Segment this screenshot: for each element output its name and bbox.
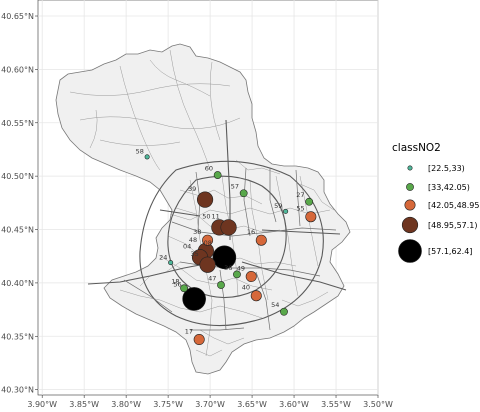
station-label-54: 54: [271, 301, 279, 309]
station-label-47: 47: [208, 274, 216, 282]
station-marker-49: [245, 270, 257, 282]
station-marker-57: [239, 189, 248, 198]
y-tick-label: 40.60°N: [1, 65, 34, 74]
station-label-55: 55: [296, 205, 304, 213]
station-marker-38: [202, 234, 214, 246]
station-marker-27: [305, 197, 314, 206]
station-marker-47: [217, 281, 225, 289]
station-marker-39: [196, 191, 214, 208]
station-label-56: 56: [173, 280, 181, 288]
station-label-50: 50: [202, 213, 210, 221]
station-label-16: 16: [247, 228, 255, 236]
station-label-60: 60: [205, 164, 213, 172]
legend-label-2: [33,42.05): [428, 183, 470, 192]
y-tick-label: 40.45°N: [1, 226, 34, 235]
station-label-59: 59: [274, 202, 282, 210]
x-tick-label: 3.85°W: [69, 400, 99, 409]
madrid-region: [55, 43, 351, 375]
x-tick-label: 3.55°W: [321, 400, 351, 409]
station-marker-40: [250, 290, 262, 302]
y-tick-label: 40.55°N: [1, 119, 34, 128]
legend-label-1: [22.5,33): [428, 164, 465, 173]
station-label-48: 48: [189, 236, 197, 244]
x-tick-label: 3.50°W: [363, 400, 393, 409]
legend-key-1: [407, 165, 413, 171]
y-tick-label: 40.30°N: [1, 386, 34, 395]
station-label-40: 40: [242, 284, 250, 292]
legend-label-5: [57.1,62.4]: [428, 247, 472, 256]
legend-key-5: [398, 239, 422, 263]
legend-label-4: [48.95,57.1): [428, 221, 478, 230]
station-label-17: 17: [185, 327, 193, 335]
station-label-39: 39: [188, 185, 196, 193]
station-marker-35: [199, 256, 216, 273]
station-label-27: 27: [296, 191, 304, 199]
station-markers: [144, 154, 317, 345]
x-tick-label: 3.65°W: [237, 400, 267, 409]
y-axis: 40.65°N 40.60°N 40.55°N 40.50°N 40.45°N 40.40…: [1, 12, 38, 395]
station-marker-59: [283, 208, 289, 214]
station-label-11: 11: [211, 213, 219, 221]
station-marker-24: [168, 260, 174, 266]
legend-key-2: [406, 183, 414, 191]
x-tick-label: 3.80°W: [111, 400, 141, 409]
station-marker-56: [182, 287, 206, 311]
station-marker-58: [144, 154, 150, 160]
x-tick-label: 3.90°W: [27, 400, 57, 409]
station-label-58: 58: [136, 148, 144, 156]
station-label-24: 24: [159, 253, 167, 261]
station-label-35: 35: [190, 250, 198, 258]
legend-title: classNO2: [392, 142, 441, 154]
station-marker-60: [213, 171, 222, 179]
station-marker-55: [305, 211, 317, 223]
x-tick-label: 3.70°W: [195, 400, 225, 409]
y-tick-label: 40.35°N: [1, 332, 34, 341]
legend: classNO2 [22.5,33) [33,42.05) [42.05,48.95…: [392, 142, 480, 263]
y-tick-label: 40.40°N: [1, 279, 34, 288]
station-label-08: 08: [204, 239, 212, 247]
legend-label-3: [42.05,48.95): [428, 201, 480, 210]
station-label-49: 49: [237, 264, 245, 272]
station-marker-11: [220, 219, 237, 236]
x-tick-label: 3.75°W: [153, 400, 183, 409]
station-label-38: 38: [193, 228, 201, 236]
station-marker-36: [233, 270, 241, 279]
legend-key-4: [401, 216, 419, 234]
legend-key-3: [404, 199, 416, 211]
station-label-18: 18: [171, 278, 179, 286]
x-tick-label: 3.60°W: [279, 400, 309, 409]
station-marker-16: [255, 234, 267, 246]
station-label-57: 57: [231, 183, 239, 191]
station-label-36: 36: [224, 264, 232, 272]
legend-items: [22.5,33) [33,42.05) [42.05,48.95) [48.95,5…: [398, 164, 480, 263]
station-marker-08: [212, 245, 237, 270]
station-marker-17: [193, 333, 205, 345]
station-marker-54: [280, 307, 288, 316]
station-label-04: 04: [183, 242, 191, 250]
y-tick-label: 40.50°N: [1, 172, 34, 181]
x-axis: 3.90°W 3.85°W 3.80°W 3.75°W 3.70°W 3.65°W 3.60…: [27, 395, 393, 409]
station-marker-18: [180, 284, 188, 293]
main-roads: [87, 119, 347, 327]
y-tick-label: 40.65°N: [1, 12, 34, 21]
